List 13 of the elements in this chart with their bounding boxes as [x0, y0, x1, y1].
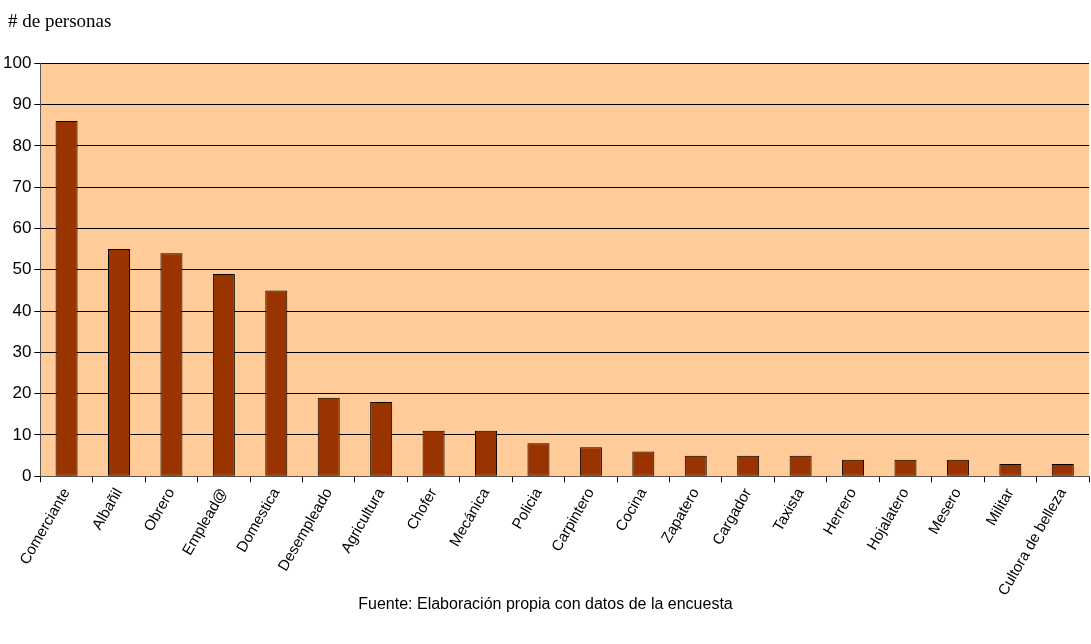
y-tick-label: 100 — [2, 52, 32, 72]
y-tick-label: 20 — [12, 383, 32, 403]
y-tick-label: 30 — [12, 342, 32, 362]
y-tick-label: 10 — [12, 424, 32, 444]
y-tick-label: 70 — [12, 176, 32, 196]
y-tick-label: 60 — [12, 218, 32, 238]
source-note: Fuente: Elaboración propia con datos de la encuesta — [358, 595, 733, 612]
y-tick-label: 40 — [12, 300, 32, 320]
y-tick-label: 0 — [21, 465, 32, 485]
y-axis-title: # de personas — [8, 10, 112, 32]
y-tick-label: 50 — [12, 259, 32, 279]
y-tick-label: 80 — [12, 135, 32, 155]
y-tick-label: 90 — [12, 94, 32, 114]
